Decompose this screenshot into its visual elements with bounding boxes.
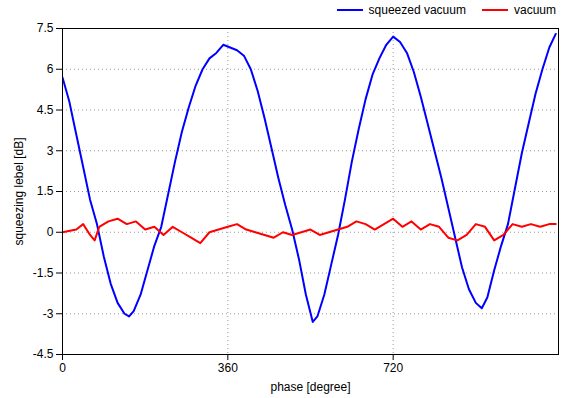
svg-text:3: 3 [47, 144, 54, 158]
html-text:squeezed vacuum: squeezed vacuum [368, 3, 466, 17]
svg-text:-3: -3 [43, 307, 54, 321]
svg-text:phase [degree]: phase [degree] [270, 380, 350, 394]
svg-text:720: 720 [383, 361, 403, 375]
svg-text:-4.5: -4.5 [33, 347, 54, 361]
svg-text:1.5: 1.5 [37, 184, 54, 198]
svg-text:0: 0 [59, 361, 66, 375]
svg-text:4.5: 4.5 [37, 103, 54, 117]
svg-text:-1.5: -1.5 [33, 266, 54, 280]
html-text:vacuum: vacuum [514, 3, 556, 17]
svg-text:0: 0 [47, 225, 54, 239]
svg-text:7.5: 7.5 [37, 21, 54, 35]
svg-text:6: 6 [47, 62, 54, 76]
svg-text:360: 360 [218, 361, 238, 375]
svg-text:squeezing lebel [dB]: squeezing lebel [dB] [12, 137, 26, 245]
